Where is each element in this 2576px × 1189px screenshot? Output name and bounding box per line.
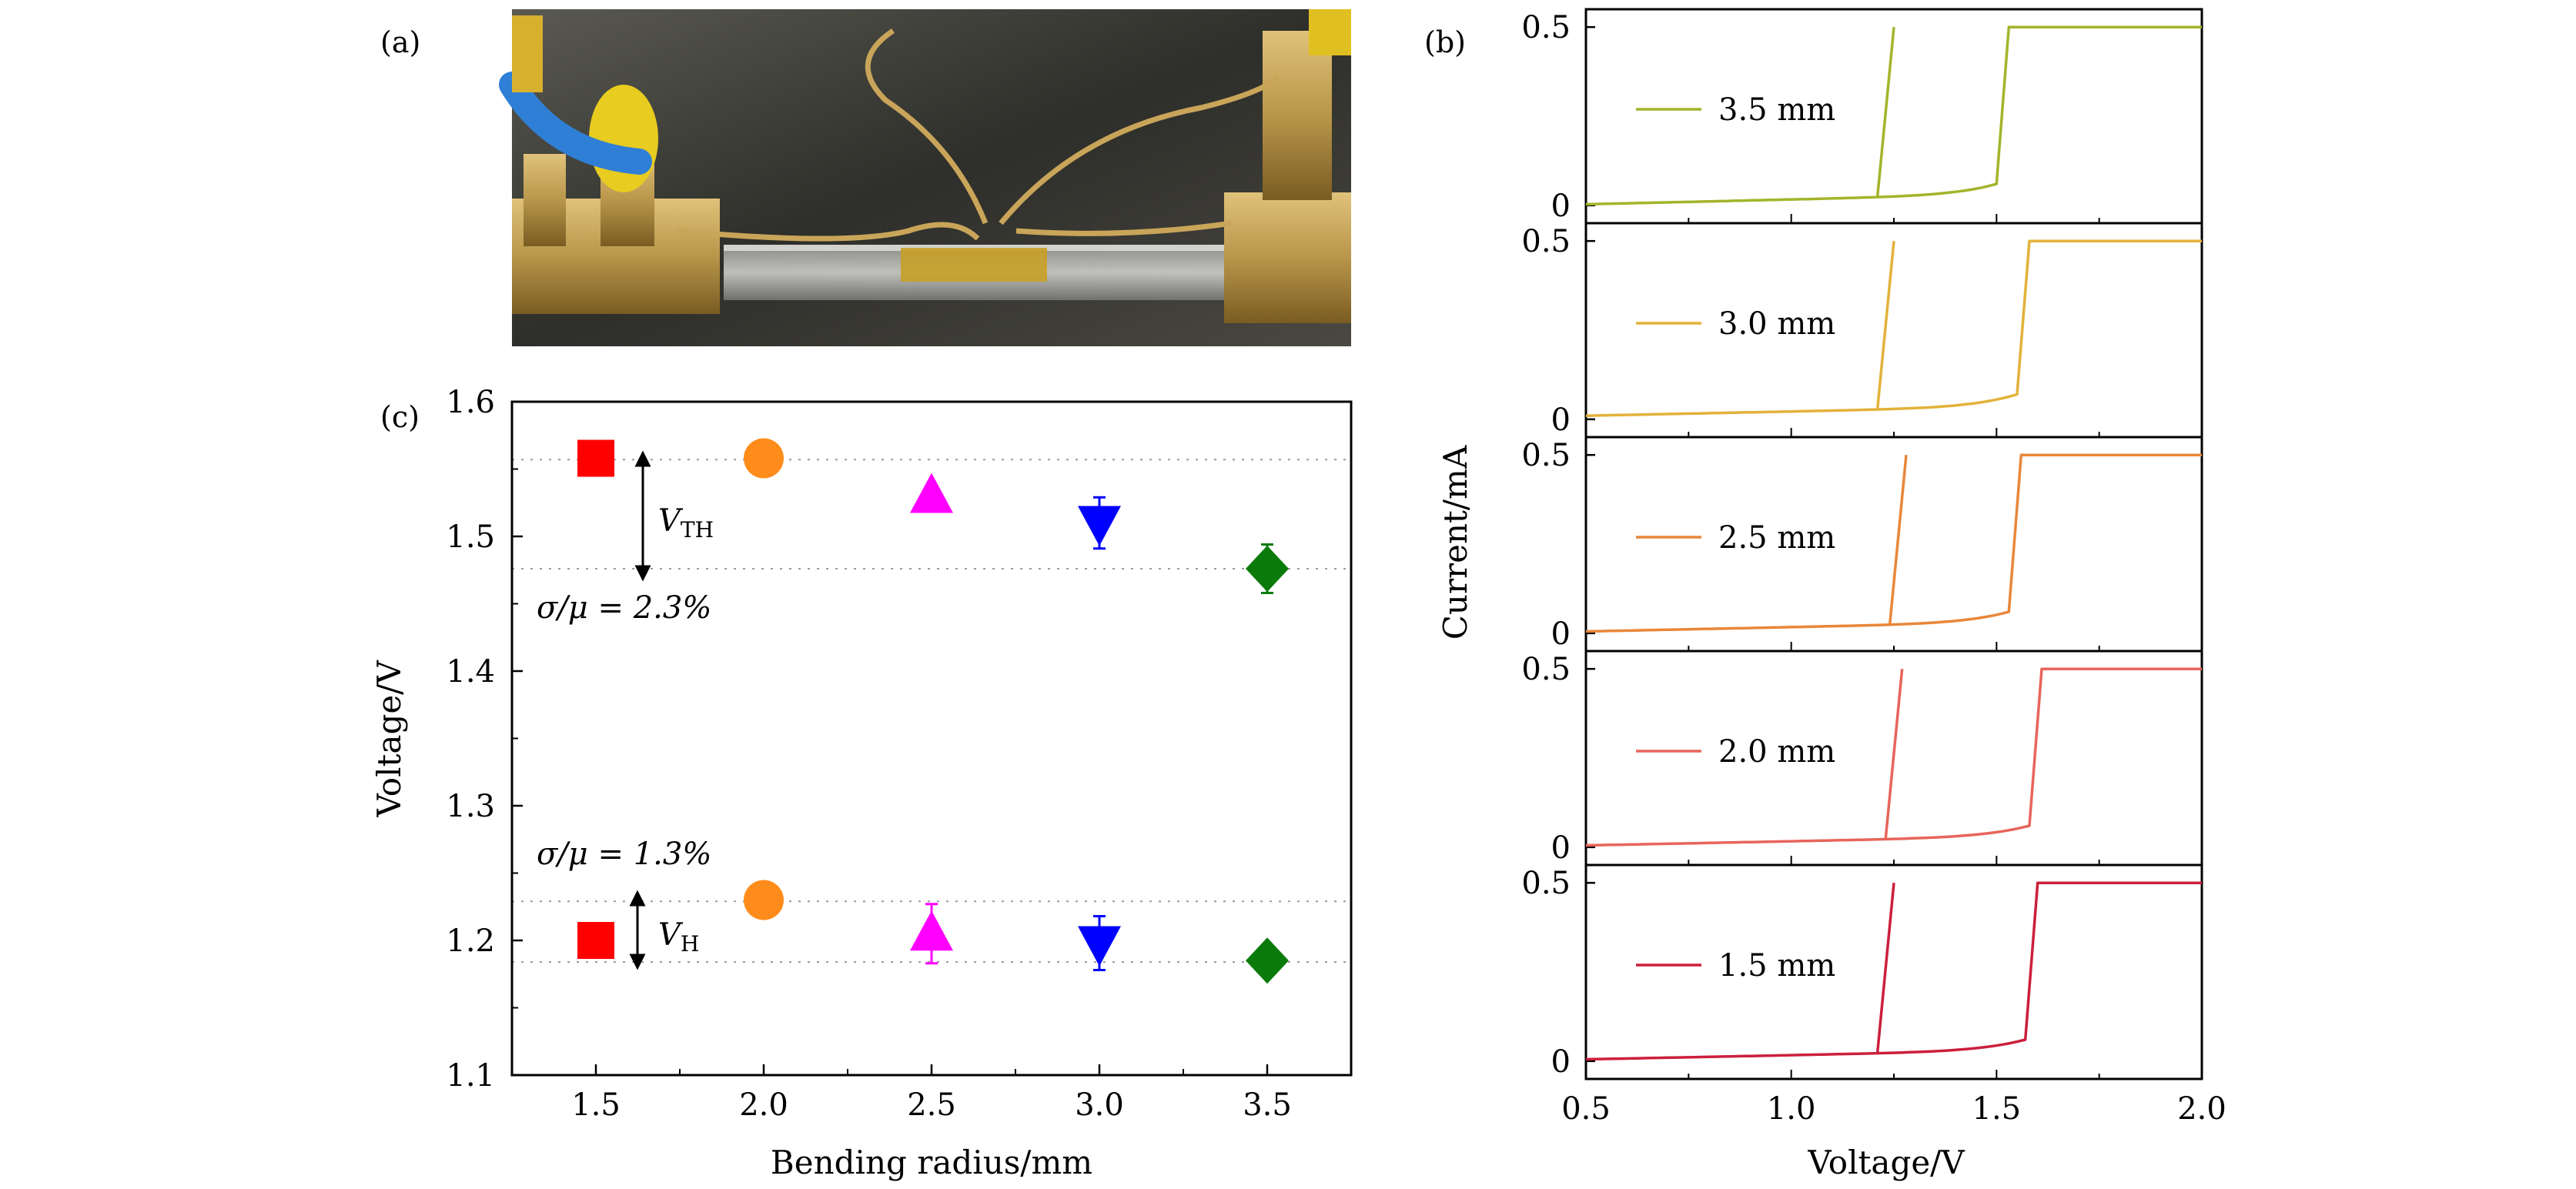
axis-ticks: 1.5 2.0 2.5 3.0 3.5 1.1 1.2 1.3 1.4 1.5 1.6 [446, 385, 1291, 1123]
iv-subplot: 0 0.5 2.5 mm [1521, 436, 2203, 653]
vth-marker-square [577, 439, 614, 477]
reference-lines [512, 459, 1351, 963]
y-tick-label: 0 [1551, 402, 1571, 438]
legend-label: 3.5 mm [1718, 92, 1835, 128]
vh-ratio-label: σ/μ = 1.3% [537, 837, 711, 872]
y-tick-label: 0 [1551, 830, 1571, 866]
y-tick-label: 1.3 [446, 789, 495, 824]
voltage-vs-radius-chart: 1.5 2.0 2.5 3.0 3.5 1.1 1.2 1.3 1.4 1.5 1.6 VTH VH… [370, 385, 1353, 1181]
vh-marker-square [577, 922, 614, 959]
vh-marker-triangle-down [1078, 926, 1121, 967]
vh-marker-circle [744, 880, 784, 920]
vh-marker-triangle-up [910, 910, 953, 951]
x-tick-label: 1.5 [1972, 1091, 2022, 1127]
c-y-axis-title: Voltage/V [370, 660, 408, 818]
panel-label-b: (b) [1424, 25, 1466, 59]
legend-label: 3.0 mm [1718, 306, 1835, 342]
vh-marker-diamond [1246, 937, 1289, 984]
iv-subplot: 0 0.5 2.0 mm [1521, 650, 2203, 867]
y-tick-label: 0.5 [1521, 10, 1571, 45]
vth-marker-triangle-up [910, 473, 953, 513]
subplot-frame [1584, 222, 2203, 439]
y-tick-label: 1.5 [446, 519, 495, 555]
x-tick-label: 0.5 [1561, 1091, 1611, 1127]
iv-subplot: 0 0.5 1.5 mm 0.5 1.0 1.5 2.0 [1521, 863, 2226, 1127]
y-tick-label: 1.2 [446, 923, 495, 959]
iv-curve [1585, 25, 2202, 206]
plot-frame [510, 400, 1353, 1077]
x-tick-label: 3.5 [1243, 1087, 1292, 1123]
legend-label: 2.0 mm [1718, 734, 1835, 770]
iv-curve [1585, 667, 2202, 847]
x-tick-label: 3.0 [1075, 1087, 1124, 1123]
y-tick-label: 0.5 [1521, 224, 1571, 259]
vth-marker-circle [744, 438, 784, 479]
legend-label: 1.5 mm [1718, 948, 1835, 984]
y-tick-label: 1.1 [446, 1058, 495, 1094]
vth-marker-diamond [1246, 546, 1289, 592]
y-tick-label: 1.6 [446, 385, 495, 420]
iv-curve [1585, 453, 2202, 633]
x-tick-label: 1.5 [571, 1087, 621, 1123]
legend-label: 2.5 mm [1718, 520, 1835, 556]
y-tick-label: 0 [1551, 1044, 1571, 1080]
data-points [577, 438, 1289, 984]
x-tick-label: 2.0 [2177, 1091, 2226, 1127]
y-tick-label: 0.5 [1521, 652, 1571, 687]
y-tick-label: 0 [1551, 189, 1571, 224]
iv-subplot: 0 0.5 3.0 mm [1521, 222, 2203, 439]
b-y-axis-title: Current/mA [1437, 445, 1474, 640]
iv-curve [1585, 881, 2202, 1061]
y-tick-label: 0 [1551, 616, 1571, 652]
subplot-frame [1584, 863, 2203, 1080]
y-tick-label: 0.5 [1521, 438, 1571, 473]
x-tick-label: 2.5 [907, 1087, 956, 1123]
vth-marker-triangle-down [1078, 506, 1121, 546]
panel-label-c: (c) [380, 400, 420, 434]
subplot-frame [1584, 8, 2203, 225]
panel-label-a: (a) [380, 25, 420, 59]
iv-subplot: 0 0.5 3.5 mm [1521, 8, 2203, 225]
y-tick-label: 0.5 [1521, 866, 1571, 901]
b-x-axis-title: Voltage/V [1807, 1144, 1965, 1181]
y-tick-label: 1.4 [446, 654, 495, 690]
device-photo [499, 9, 1351, 346]
subplot-frame [1584, 436, 2203, 653]
c-x-axis-title: Bending radius/mm [771, 1144, 1092, 1181]
vth-label: VTH [658, 503, 714, 543]
x-tick-label: 2.0 [739, 1087, 788, 1123]
vh-label: VH [658, 917, 699, 957]
x-tick-label: 1.0 [1767, 1091, 1816, 1127]
vth-ratio-label: σ/μ = 2.3% [537, 590, 711, 626]
iv-curve [1585, 239, 2202, 417]
